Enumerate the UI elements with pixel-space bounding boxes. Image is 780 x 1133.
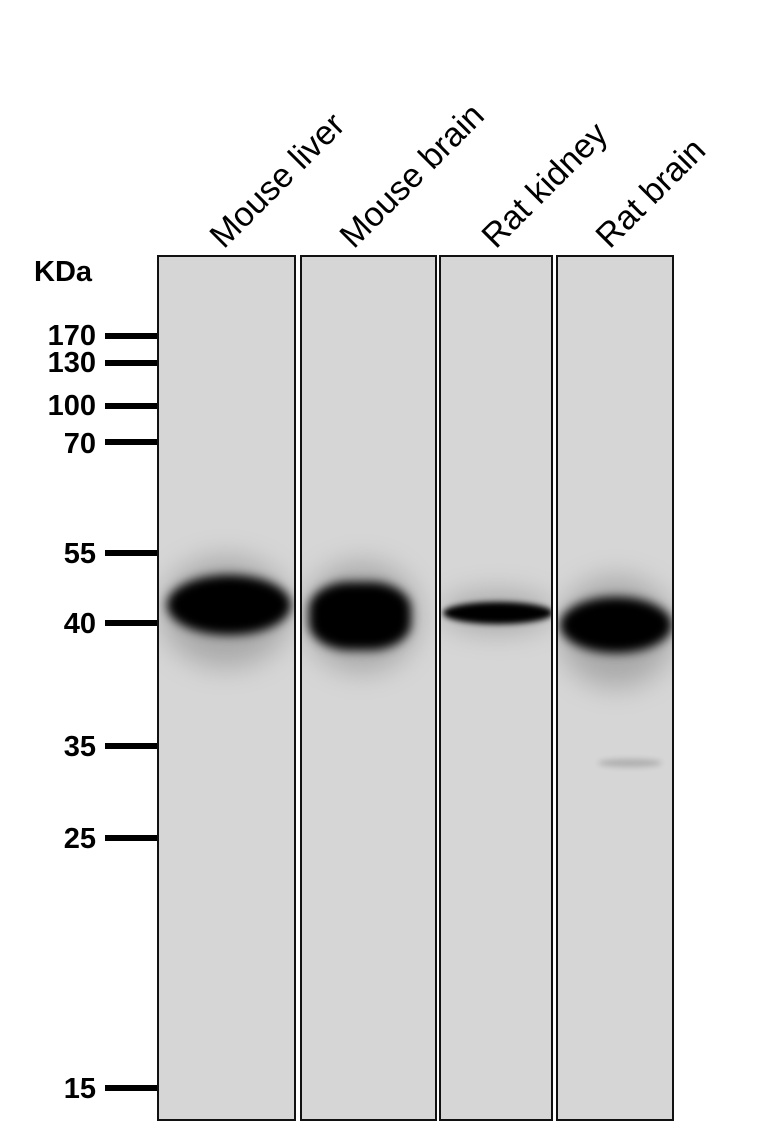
marker-label: 55 [63, 538, 96, 570]
blot-lane-3 [439, 255, 553, 1121]
lane-label: Mouse brain [332, 96, 492, 256]
band [443, 602, 551, 624]
band [167, 575, 291, 635]
marker-tick [105, 360, 157, 366]
marker-tick [105, 550, 157, 556]
marker-tick [105, 439, 157, 445]
band [560, 597, 672, 653]
blot-lane-2 [300, 255, 437, 1121]
marker-tick [105, 333, 157, 339]
marker-tick [105, 743, 157, 749]
marker-tick [105, 403, 157, 409]
unit-label: KDa [34, 256, 93, 288]
marker-label: 70 [63, 428, 96, 460]
band [309, 582, 411, 650]
blot-lane-4 [556, 255, 674, 1121]
marker-label: 100 [47, 390, 96, 422]
marker-label: 35 [63, 731, 96, 763]
marker-label: 15 [63, 1073, 96, 1105]
marker-tick [105, 620, 157, 626]
marker-label: 40 [63, 608, 96, 640]
marker-label: 25 [63, 823, 96, 855]
lane-label: Mouse liver [202, 105, 353, 256]
marker-label: 130 [47, 347, 96, 379]
marker-tick [105, 835, 157, 841]
faint-band [598, 759, 662, 767]
blot-lane-1 [157, 255, 296, 1121]
marker-label: 170 [47, 320, 96, 352]
lane-label: Rat brain [588, 130, 713, 256]
marker-tick [105, 1085, 157, 1091]
